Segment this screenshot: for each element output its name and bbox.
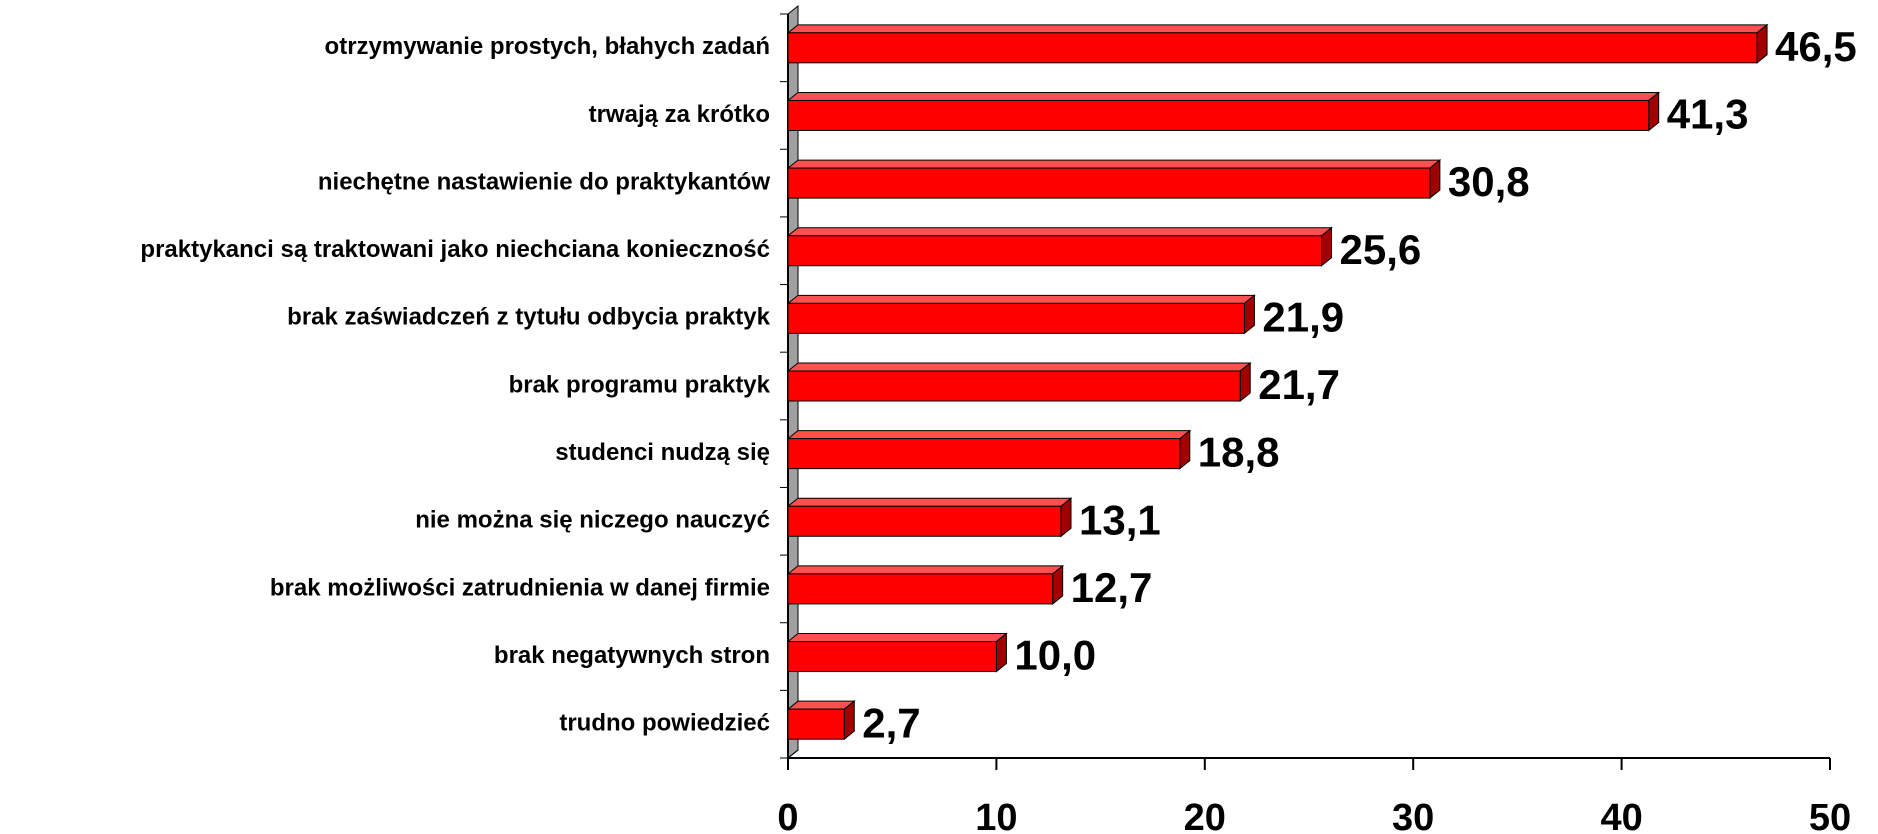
category-label: niechętne nastawienie do praktykantów <box>318 168 770 195</box>
x-tick-label: 20 <box>1184 797 1226 834</box>
category-label: trudno powiedzieć <box>559 710 770 737</box>
bar-top <box>786 362 1252 372</box>
bar <box>787 167 1431 199</box>
bar <box>787 370 1241 402</box>
bar-top <box>786 430 1192 440</box>
category-label: brak zaświadczeń z tytułu odbycia prakty… <box>287 304 770 331</box>
value-label: 10,0 <box>1014 632 1096 679</box>
category-label: praktykanci są traktowani jako niechcian… <box>140 236 770 263</box>
x-tick-label: 40 <box>1600 797 1642 834</box>
x-tick-label: 30 <box>1392 797 1434 834</box>
value-label: 30,8 <box>1448 158 1530 205</box>
value-label: 21,7 <box>1258 361 1340 408</box>
bar-top <box>786 565 1065 575</box>
value-label: 21,9 <box>1262 293 1344 340</box>
bar-top <box>786 633 1008 643</box>
value-label: 12,7 <box>1071 564 1153 611</box>
bar-top <box>786 227 1333 237</box>
x-tick-label: 0 <box>777 797 798 834</box>
bar <box>787 708 845 740</box>
bar-top <box>786 700 856 710</box>
bar <box>787 641 997 673</box>
bar-top <box>786 497 1073 507</box>
bar-top <box>786 24 1769 34</box>
value-label: 2,7 <box>862 699 920 746</box>
value-label: 25,6 <box>1340 226 1422 273</box>
bar-top <box>786 159 1442 169</box>
bar-top <box>786 91 1661 101</box>
category-label: trwają za krótko <box>589 101 770 128</box>
x-tick-label: 50 <box>1809 797 1851 834</box>
floor-edge <box>787 749 799 759</box>
bar <box>787 573 1054 605</box>
category-label: brak negatywnych stron <box>494 642 770 669</box>
value-label: 46,5 <box>1775 23 1857 70</box>
category-label: otrzymywanie prostych, błahych zadań <box>325 33 770 60</box>
value-label: 18,8 <box>1198 429 1280 476</box>
bar <box>787 32 1758 64</box>
value-label: 41,3 <box>1667 91 1749 138</box>
bar <box>787 99 1650 131</box>
bar <box>787 302 1245 334</box>
category-label: brak programu praktyk <box>509 371 771 398</box>
category-label: brak możliwości zatrudnienia w danej fir… <box>270 574 770 601</box>
bar <box>787 438 1181 470</box>
category-label: nie można się niczego nauczyć <box>415 507 770 534</box>
bar <box>787 505 1062 537</box>
value-label: 13,1 <box>1079 496 1161 543</box>
bar <box>787 235 1323 267</box>
x-tick-label: 10 <box>975 797 1017 834</box>
bar-top <box>786 294 1256 304</box>
category-label: studenci nudzą się <box>555 439 770 466</box>
